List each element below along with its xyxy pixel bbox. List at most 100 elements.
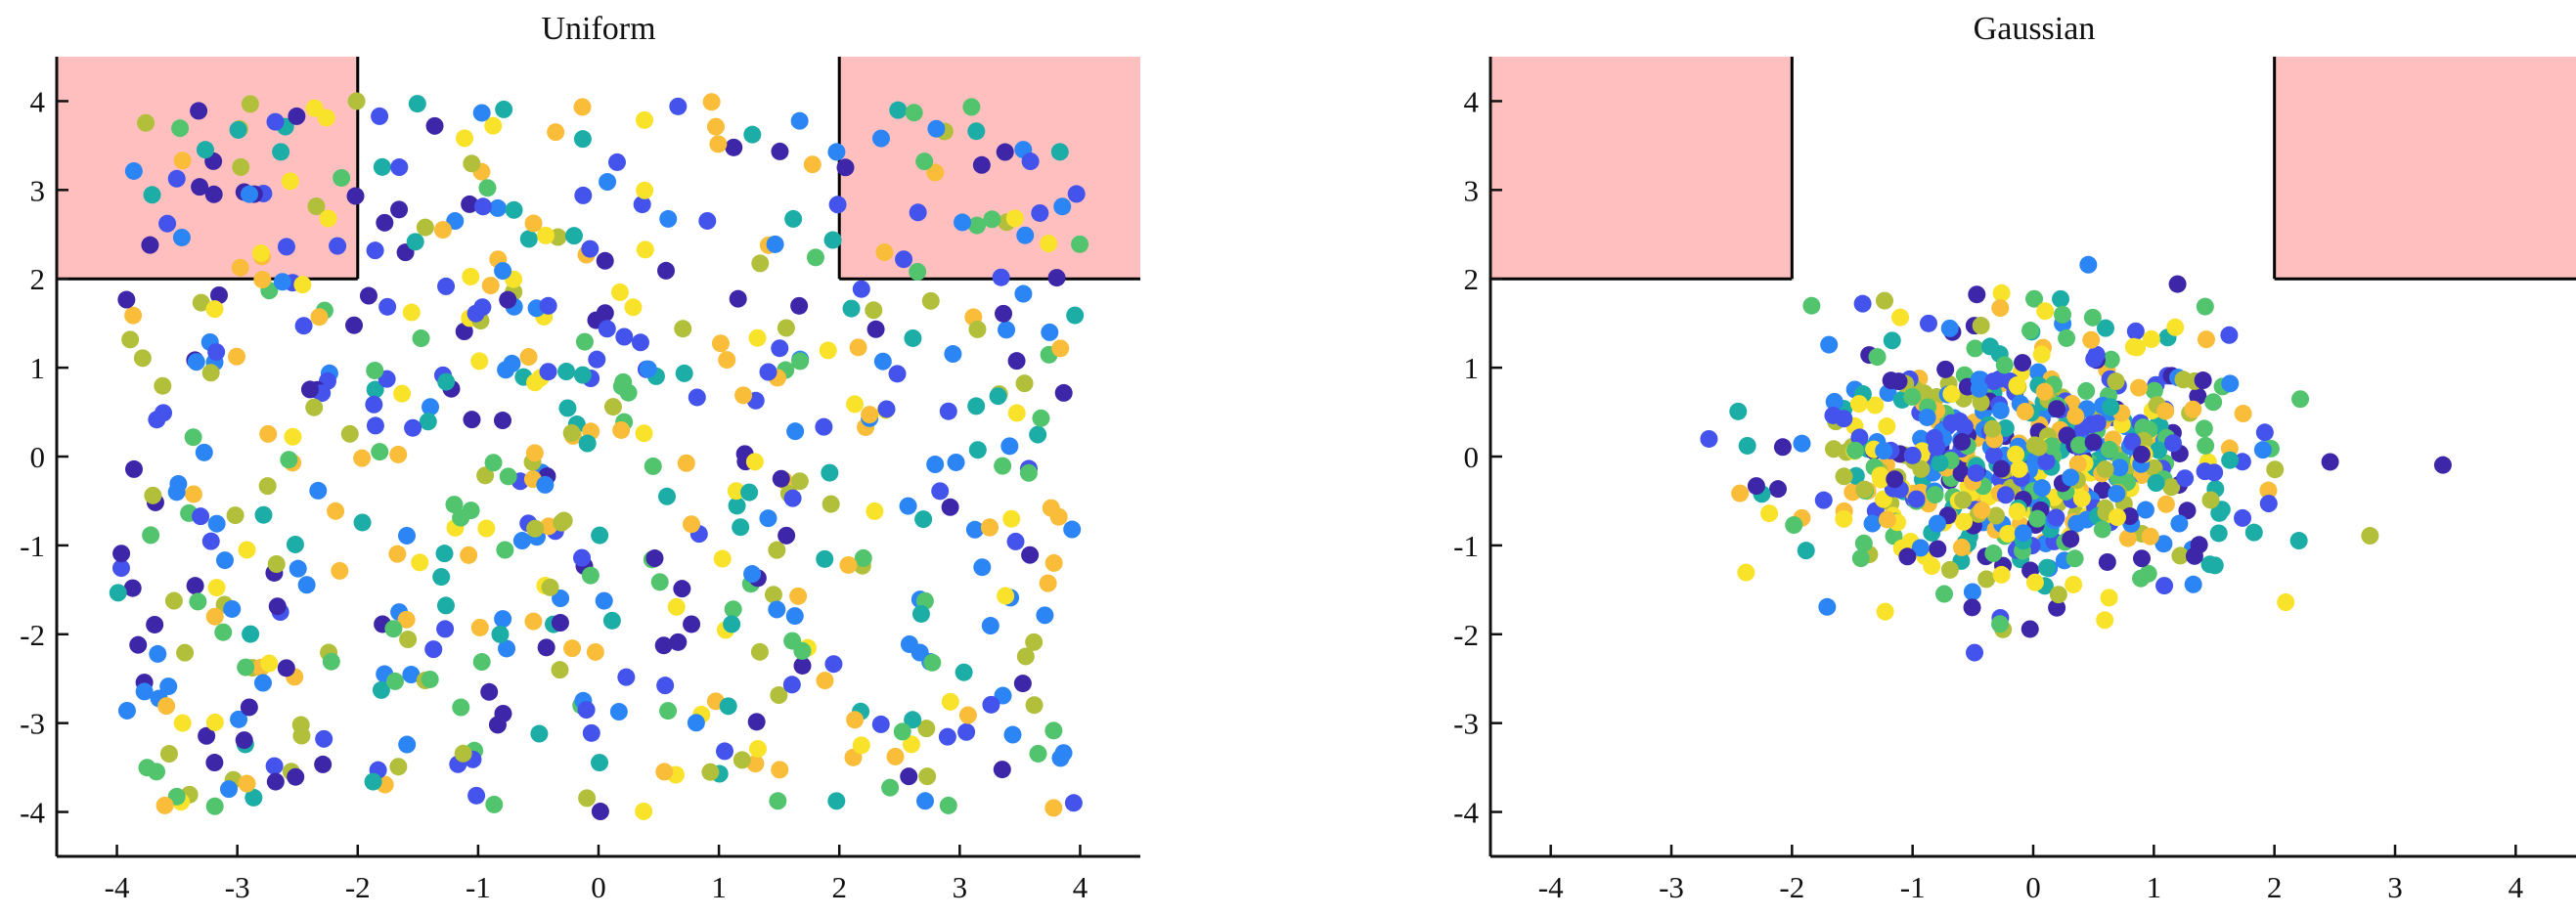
scatter-point bbox=[815, 417, 833, 436]
scatter-point bbox=[1041, 323, 1059, 341]
scatter-point bbox=[408, 95, 426, 113]
scatter-point bbox=[412, 329, 430, 348]
scatter-point bbox=[1987, 506, 2006, 525]
scatter-point bbox=[2130, 378, 2149, 397]
scatter-point bbox=[962, 98, 981, 116]
scatter-point bbox=[607, 153, 626, 171]
scatter-point bbox=[902, 735, 920, 754]
scatter-point bbox=[918, 767, 937, 786]
scatter-point bbox=[2093, 481, 2111, 500]
scatter-point bbox=[346, 187, 365, 205]
scatter-point bbox=[389, 445, 408, 463]
scatter-point bbox=[789, 587, 808, 605]
scatter-point bbox=[281, 172, 299, 191]
scatter-point bbox=[578, 789, 597, 808]
scatter-point bbox=[635, 424, 653, 443]
scatter-point bbox=[345, 316, 364, 334]
scatter-point bbox=[378, 297, 397, 316]
scatter-point bbox=[816, 549, 834, 568]
scatter-point bbox=[1044, 553, 1063, 572]
scatter-point bbox=[603, 398, 622, 416]
scatter-point bbox=[359, 286, 378, 305]
y-tick-label: 2 bbox=[1464, 262, 1480, 296]
scatter-point bbox=[1802, 296, 1821, 315]
y-tick-label: -3 bbox=[20, 707, 45, 741]
scatter-point bbox=[253, 271, 272, 289]
scatter-point bbox=[2132, 569, 2151, 588]
scatter-point bbox=[496, 541, 514, 559]
scatter-point bbox=[2155, 577, 2174, 595]
scatter-point bbox=[1955, 512, 1974, 531]
scatter-point bbox=[1835, 467, 1853, 486]
scatter-point bbox=[260, 654, 279, 673]
scatter-point bbox=[322, 652, 340, 671]
scatter-point bbox=[2107, 372, 2125, 391]
scatter-point bbox=[785, 607, 804, 626]
scatter-point bbox=[582, 723, 600, 742]
scatter-point bbox=[909, 203, 927, 222]
scatter-point bbox=[575, 332, 594, 351]
scatter-point bbox=[822, 495, 840, 513]
scatter-point bbox=[563, 639, 582, 658]
scatter-point bbox=[1051, 749, 1070, 767]
x-tick-label: 0 bbox=[591, 870, 606, 904]
scatter-point bbox=[536, 475, 555, 494]
scatter-point bbox=[573, 548, 592, 567]
scatter-point bbox=[436, 596, 455, 615]
scatter-point bbox=[364, 772, 382, 791]
scatter-point bbox=[904, 711, 922, 729]
scatter-point bbox=[596, 304, 614, 323]
uniform-panel: -4 -3 -2 -1 0 1 2 3 4 -4 -3 -2 -1 0 1 2 3 4 Uniform bbox=[20, 11, 1140, 904]
scatter-point bbox=[488, 716, 507, 734]
scatter-point bbox=[536, 226, 555, 244]
scatter-point bbox=[195, 443, 213, 461]
scatter-point bbox=[192, 293, 210, 312]
scatter-point bbox=[416, 218, 434, 237]
scatter-point bbox=[743, 565, 762, 584]
scatter-point bbox=[598, 320, 616, 338]
scatter-point bbox=[2123, 432, 2142, 451]
scatter-point bbox=[2021, 322, 2040, 340]
scatter-point bbox=[2008, 502, 2026, 521]
scatter-point bbox=[205, 754, 224, 772]
y-tick-label: 2 bbox=[30, 262, 46, 296]
scatter-point bbox=[1875, 291, 1893, 310]
scatter-point bbox=[435, 545, 454, 563]
scatter-point bbox=[886, 747, 905, 765]
y-tick-label: -4 bbox=[20, 796, 45, 830]
scatter-point bbox=[314, 755, 333, 773]
scatter-point bbox=[2156, 495, 2175, 513]
scatter-point bbox=[743, 125, 762, 144]
scatter-point bbox=[954, 213, 972, 232]
scatter-point bbox=[406, 233, 424, 251]
scatter-point bbox=[480, 682, 499, 701]
scatter-point bbox=[2195, 419, 2213, 438]
scatter-point bbox=[2048, 400, 2066, 418]
scatter-point bbox=[2014, 524, 2032, 543]
scatter-point bbox=[1999, 525, 2018, 544]
scatter-point bbox=[944, 345, 962, 364]
scatter-point bbox=[551, 661, 569, 679]
scatter-point bbox=[353, 449, 372, 467]
y-ticks: -4 -3 -2 -1 0 1 2 3 4 bbox=[1453, 84, 1502, 830]
scatter-point bbox=[2098, 552, 2116, 571]
scatter-point bbox=[1911, 539, 1930, 557]
scatter-point bbox=[159, 745, 178, 764]
scatter-point bbox=[790, 111, 809, 130]
scatter-point bbox=[331, 561, 349, 580]
scatter-point bbox=[1992, 459, 2011, 478]
scatter-point bbox=[2058, 328, 2076, 347]
y-tick-label: 1 bbox=[30, 351, 46, 385]
scatter-point bbox=[372, 680, 390, 699]
scatter-point bbox=[305, 398, 324, 416]
scatter-point bbox=[1907, 490, 1926, 508]
scatter-point bbox=[376, 213, 394, 232]
scatter-point bbox=[470, 618, 489, 636]
scatter-point bbox=[1977, 570, 1996, 589]
scatter-point bbox=[149, 644, 167, 663]
scatter-point bbox=[238, 541, 256, 559]
scatter-point bbox=[2067, 514, 2086, 533]
scatter-point bbox=[771, 761, 789, 779]
scatter-point bbox=[573, 130, 592, 149]
y-tick-label: 3 bbox=[1464, 173, 1480, 207]
